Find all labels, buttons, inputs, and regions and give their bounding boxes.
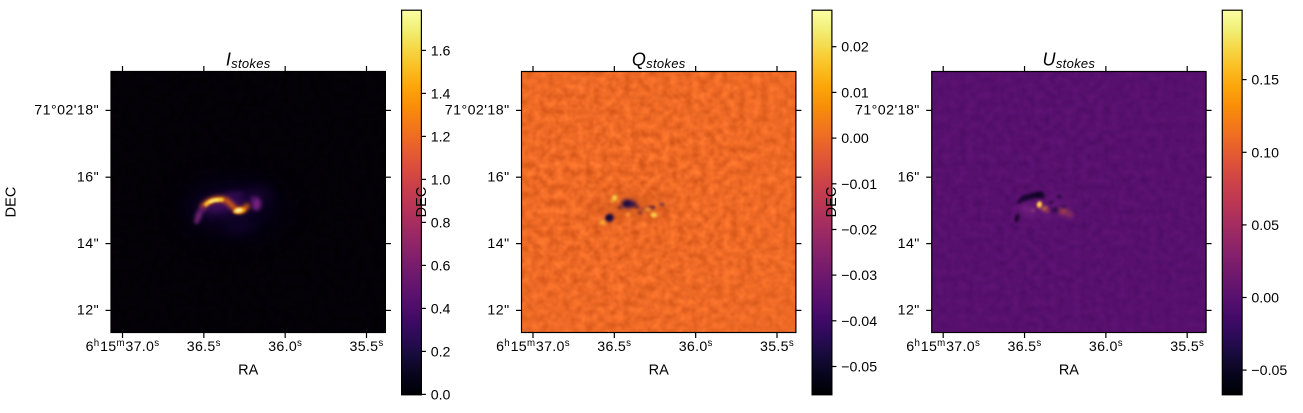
svg-text:71°02'18": 71°02'18"	[34, 103, 99, 119]
svg-text:16": 16"	[77, 170, 99, 186]
svg-text:−0.01: −0.01	[841, 177, 877, 193]
svg-text:1.6: 1.6	[431, 43, 451, 59]
svg-text:Qstokes: Qstokes	[632, 49, 686, 71]
svg-text:16": 16"	[898, 170, 920, 186]
svg-text:−0.04: −0.04	[841, 314, 877, 330]
svg-text:36.0s: 36.0s	[1089, 338, 1123, 355]
svg-text:0.00: 0.00	[841, 131, 869, 147]
svg-text:RA: RA	[649, 363, 669, 379]
svg-text:RA: RA	[238, 363, 258, 379]
svg-text:36.0s: 36.0s	[268, 338, 302, 355]
svg-text:DEC: DEC	[4, 187, 20, 218]
svg-text:1.2: 1.2	[431, 129, 451, 145]
svg-text:12": 12"	[487, 303, 509, 319]
svg-text:0.8: 0.8	[431, 215, 451, 231]
svg-text:6h 15m 37.0s: 6h 15m 37.0s	[86, 338, 160, 355]
svg-text:14": 14"	[77, 236, 99, 252]
svg-text:0.01: 0.01	[841, 85, 869, 101]
svg-text:DEC: DEC	[824, 187, 840, 218]
svg-text:14": 14"	[487, 236, 509, 252]
svg-text:Istokes: Istokes	[226, 49, 271, 71]
svg-text:36.0s: 36.0s	[679, 338, 713, 355]
svg-text:RA: RA	[1059, 363, 1079, 379]
svg-text:6h 15m 37.0s: 6h 15m 37.0s	[496, 338, 570, 355]
svg-text:36.5s: 36.5s	[597, 338, 631, 355]
svg-text:35.5s: 35.5s	[350, 338, 384, 355]
svg-text:0.4: 0.4	[431, 301, 451, 317]
svg-text:16": 16"	[487, 170, 509, 186]
svg-text:0.05: 0.05	[1251, 218, 1279, 234]
svg-text:0.2: 0.2	[431, 344, 451, 360]
svg-text:1.0: 1.0	[431, 172, 451, 188]
svg-text:0.0: 0.0	[431, 387, 451, 403]
svg-text:35.5s: 35.5s	[760, 338, 794, 355]
svg-text:−0.02: −0.02	[841, 223, 877, 239]
svg-text:Ustokes: Ustokes	[1043, 49, 1096, 71]
svg-text:−0.05: −0.05	[841, 360, 877, 376]
svg-text:0.15: 0.15	[1251, 73, 1279, 89]
svg-text:71°02'18": 71°02'18"	[445, 103, 510, 119]
svg-text:DEC: DEC	[414, 187, 430, 218]
svg-text:0.02: 0.02	[841, 40, 869, 56]
svg-text:35.5s: 35.5s	[1170, 338, 1204, 355]
svg-text:0.00: 0.00	[1251, 291, 1279, 307]
svg-text:0.6: 0.6	[431, 258, 451, 274]
svg-text:36.5s: 36.5s	[187, 338, 221, 355]
svg-text:14": 14"	[898, 236, 920, 252]
svg-text:0.10: 0.10	[1251, 145, 1279, 161]
svg-text:71°02'18": 71°02'18"	[855, 103, 920, 119]
svg-text:−0.05: −0.05	[1251, 363, 1287, 379]
svg-text:12": 12"	[77, 303, 99, 319]
svg-text:1.4: 1.4	[431, 86, 451, 102]
svg-text:36.5s: 36.5s	[1008, 338, 1042, 355]
svg-text:12": 12"	[898, 303, 920, 319]
svg-text:−0.03: −0.03	[841, 268, 877, 284]
svg-text:6h 15m 37.0s: 6h 15m 37.0s	[906, 338, 980, 355]
